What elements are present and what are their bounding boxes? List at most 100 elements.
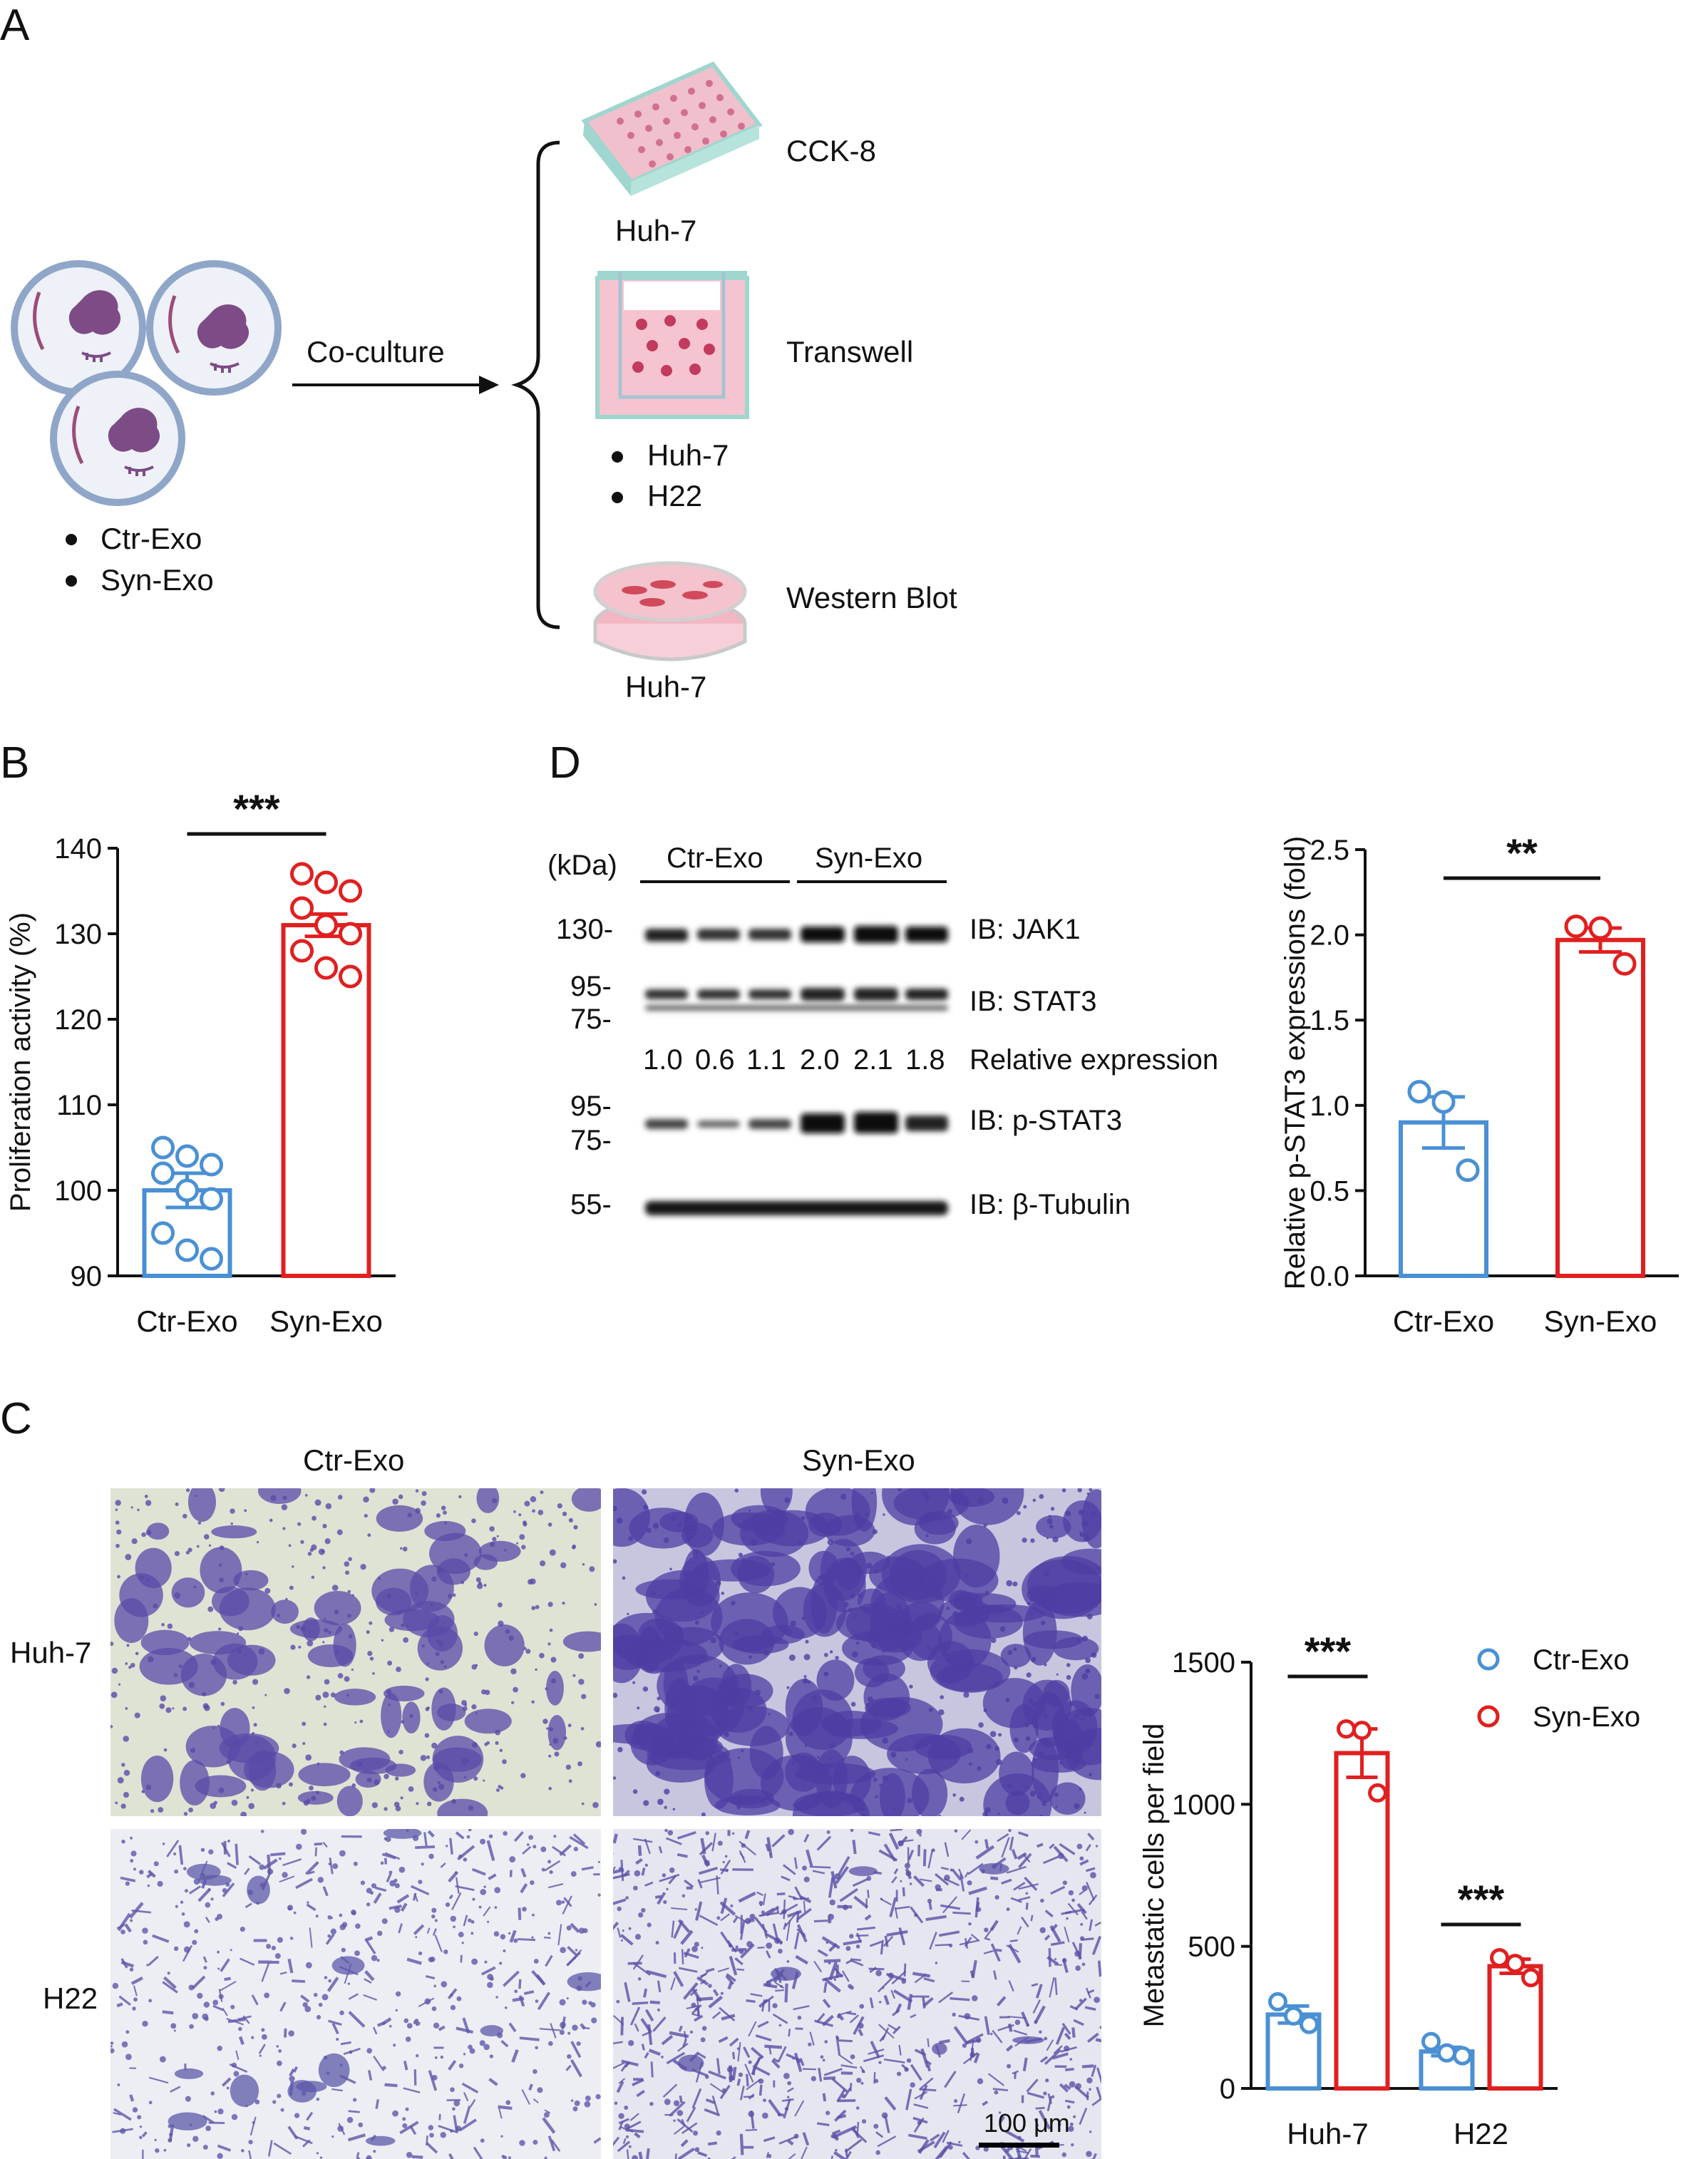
cell-streak (473, 2146, 483, 2159)
cell-streak (648, 2049, 661, 2056)
cell-dot (882, 1776, 888, 1781)
cell-cluster (383, 1685, 425, 1702)
cell-dot (856, 2106, 860, 2110)
cell-dot (316, 1790, 319, 1795)
cell-cluster (437, 1704, 466, 1721)
cell-streak (732, 1917, 739, 1924)
cell-streak (635, 1857, 643, 1865)
cell-streak (146, 1872, 154, 1879)
cell-dot (415, 2054, 419, 2058)
cell-streak (719, 2084, 731, 2100)
cell-dot (324, 1628, 329, 1633)
cell-streak (1078, 1943, 1083, 1959)
cell-streak (762, 1893, 766, 1905)
cell-dot (699, 1611, 704, 1615)
cell-dot (436, 1567, 443, 1574)
cell-streak (202, 2114, 215, 2124)
cell-dot (788, 1829, 794, 1835)
cell-cluster (119, 1573, 163, 1617)
cell-dot (217, 2108, 224, 2115)
cell-dot (627, 2040, 634, 2046)
cell-streak (803, 1900, 806, 1912)
cell-streak (793, 1897, 810, 1900)
row-label-huh7: Huh-7 (10, 1636, 92, 1669)
cell-dot (547, 1522, 552, 1527)
cell-streak (680, 2139, 689, 2148)
cell-streak (418, 1997, 435, 2007)
cell-streak (620, 1860, 624, 1881)
cell-streak (729, 2037, 739, 2047)
cell-dot (125, 1881, 130, 1886)
cell-streak (1046, 2039, 1054, 2051)
cell-dot (967, 1747, 974, 1753)
cell-dot (578, 1927, 585, 1934)
cell-cluster (1053, 1637, 1099, 1661)
cell-dot (202, 1691, 207, 1696)
cell-streak (999, 1862, 1003, 1872)
relative-value: 2.1 (853, 1044, 893, 1076)
cell-streak (674, 2153, 677, 2159)
cell-streak (498, 2105, 513, 2111)
cell-dot (120, 1929, 125, 1934)
cell-dot (797, 2015, 802, 2020)
cell-streak (853, 1895, 869, 1909)
cell-streak (946, 2141, 963, 2147)
cell-streak (1011, 1849, 1018, 1860)
cell-dot (1076, 1843, 1083, 1850)
cell-dot (324, 1538, 331, 1545)
cell-streak (117, 1912, 131, 1932)
cell-dot (461, 1758, 468, 1765)
cell-streak (120, 1876, 136, 1882)
cell-dot (327, 1915, 332, 1920)
cell-streak (677, 2147, 695, 2159)
cell-streak (627, 2121, 642, 2130)
cell-dot (305, 1754, 312, 1761)
cell-streak (593, 2137, 601, 2144)
cell-dot (339, 1850, 346, 1857)
cell-cluster (954, 1604, 1024, 1639)
cell-streak (348, 2110, 360, 2113)
cell-dot (968, 1762, 972, 1766)
cell-streak (679, 2095, 683, 2103)
cell-streak (644, 1881, 654, 1887)
cell-cluster (271, 1599, 299, 1624)
cell-streak (935, 1944, 951, 1947)
cell-dot (942, 1674, 946, 1677)
cell-dot (159, 1703, 165, 1709)
cell-dot (309, 1786, 314, 1790)
cell-streak (940, 1904, 961, 1910)
cell-dot (946, 1607, 950, 1610)
cell-dot (426, 1755, 431, 1759)
cell-dot (896, 2071, 902, 2076)
cell-streak (613, 1833, 618, 1844)
cell-dot (999, 1626, 1006, 1632)
cell-streak (996, 1996, 1007, 2006)
data-point (175, 1178, 199, 1202)
cell-dot (322, 1566, 326, 1570)
cell-streak (731, 2156, 736, 2159)
cell-dot (787, 2096, 790, 2098)
cell-dot (182, 1867, 187, 1871)
cell-streak (1038, 2110, 1051, 2130)
cell-streak (634, 2023, 639, 2032)
cell-dot (348, 1634, 353, 1639)
cell-dot (226, 1760, 231, 1764)
cell-dot (325, 1503, 332, 1510)
cell-dot (508, 1932, 511, 1935)
cell-streak (520, 1867, 527, 1878)
cell-dot (274, 1953, 281, 1959)
cell-dot (346, 2117, 354, 2123)
cell-dot (566, 1996, 569, 2000)
cell-dot (935, 1515, 942, 1521)
cell-streak (636, 2089, 645, 2098)
cell-dot (540, 1560, 546, 1567)
cell-streak (816, 1835, 832, 1851)
cell-dot (236, 1632, 240, 1635)
cell-dot (502, 1759, 507, 1764)
cell-dot (786, 1686, 790, 1689)
cell-streak (613, 1898, 627, 1905)
cell-dot (500, 1934, 506, 1939)
cell-streak (1061, 2022, 1071, 2035)
cell-dot (292, 1743, 297, 1748)
cell-dot (541, 1867, 545, 1872)
